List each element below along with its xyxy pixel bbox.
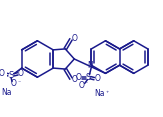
Text: O: O [94, 74, 100, 83]
Text: ⁻: ⁻ [85, 83, 88, 88]
Text: ⁻: ⁻ [17, 81, 20, 86]
Text: O: O [11, 79, 17, 88]
Text: O: O [79, 81, 85, 90]
Text: O: O [76, 73, 82, 82]
Text: N: N [88, 61, 93, 70]
Text: O: O [18, 69, 24, 78]
Text: O: O [72, 34, 78, 43]
Text: O: O [0, 69, 4, 78]
Text: Na: Na [1, 88, 12, 97]
Text: Na: Na [95, 90, 105, 99]
Text: S: S [86, 73, 91, 82]
Text: O: O [72, 75, 78, 84]
Text: S: S [8, 71, 14, 80]
Text: ⁺: ⁺ [106, 91, 109, 97]
